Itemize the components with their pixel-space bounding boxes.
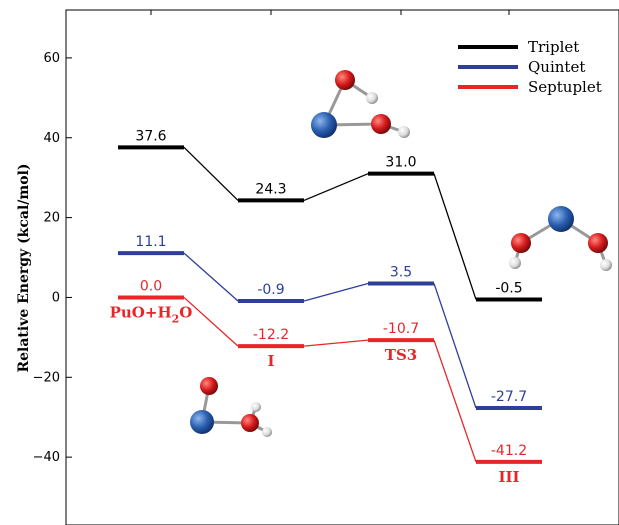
legend-label-quintet: Quintet	[528, 58, 585, 76]
legend-label-septuplet: Septuplet	[528, 78, 602, 96]
quintet-connector	[183, 252, 239, 302]
y-tick-label: −40	[33, 450, 60, 465]
legend: Triplet Quintet Septuplet	[458, 38, 602, 96]
plot-frame	[65, 9, 619, 525]
h-atom-icon	[262, 427, 272, 437]
state-label: I	[267, 352, 274, 370]
septuplet-connector	[303, 339, 369, 347]
molecule-reactant-structure	[190, 377, 272, 437]
molecule-ts-structure	[311, 70, 410, 138]
o-atom-icon	[241, 414, 259, 432]
h-atom-icon	[509, 257, 521, 269]
o-atom-icon	[511, 233, 531, 253]
h-atom-icon	[600, 259, 612, 271]
septuplet-connector	[433, 339, 477, 463]
septuplet-connector	[183, 296, 239, 347]
molecule-product-structure	[509, 206, 612, 271]
quintet-value-label: -0.9	[257, 282, 284, 298]
o-atom-icon	[200, 377, 218, 395]
energy-value-labels: 37.6 24.3 31.0 -0.5 11.1 -0.9 3.5 -27.7 0.0 -12.2…	[135, 128, 527, 459]
triplet-value-label: 31.0	[385, 155, 416, 171]
triplet-value-label: 24.3	[255, 181, 286, 197]
legend-label-triplet: Triplet	[528, 38, 579, 56]
triplet-connector	[433, 173, 477, 300]
triplet-value-label: 37.6	[135, 128, 166, 144]
y-axis: 60 40 20 0 −20 −40	[33, 10, 510, 465]
pu-atom-icon	[548, 206, 574, 232]
connector-lines	[183, 146, 477, 463]
septuplet-value-label: -10.7	[383, 321, 419, 337]
septuplet-value-label: -12.2	[253, 327, 289, 343]
quintet-value-label: -27.7	[491, 389, 527, 405]
septuplet-value-label: -41.2	[491, 443, 527, 459]
y-tick-label: 60	[43, 51, 60, 66]
o-atom-icon	[371, 114, 391, 134]
energy-levels	[118, 145, 542, 464]
y-axis-label: Relative Energy (kcal/mol)	[16, 163, 32, 372]
y-tick-label: 0	[52, 290, 60, 305]
state-labels: PuO+H2O I TS3 III	[110, 303, 520, 485]
triplet-value-label: -0.5	[495, 280, 522, 296]
state-label: TS3	[385, 346, 417, 364]
o-atom-icon	[588, 233, 608, 253]
y-tick-label: 40	[43, 131, 60, 146]
y-tick-label: 20	[43, 211, 60, 226]
triplet-connector	[303, 173, 369, 202]
h-atom-icon	[366, 92, 378, 104]
h-atom-icon	[398, 126, 410, 138]
pu-atom-icon	[311, 112, 337, 138]
quintet-value-label: 3.5	[390, 264, 412, 280]
pu-atom-icon	[190, 410, 214, 434]
quintet-connector	[433, 283, 477, 409]
y-tick-label: −20	[33, 370, 60, 385]
o-atom-icon	[335, 70, 355, 90]
h-atom-icon	[251, 402, 261, 412]
septuplet-value-label: 0.0	[140, 278, 162, 294]
quintet-value-label: 11.1	[135, 234, 166, 250]
state-label: III	[498, 468, 519, 486]
triplet-connector	[183, 146, 239, 201]
quintet-connector	[303, 282, 369, 302]
state-label: PuO+H2O	[110, 303, 193, 325]
